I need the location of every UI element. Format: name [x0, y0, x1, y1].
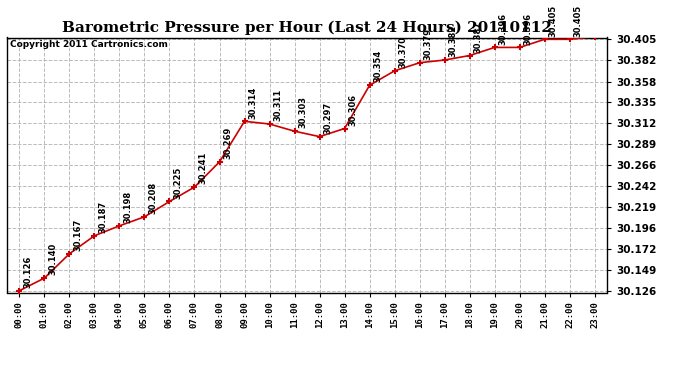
- Text: 30.303: 30.303: [299, 96, 308, 128]
- Text: 30.311: 30.311: [274, 89, 283, 121]
- Text: 30.140: 30.140: [48, 243, 57, 275]
- Text: 30.379: 30.379: [424, 28, 433, 60]
- Text: 30.241: 30.241: [199, 152, 208, 184]
- Text: 30.405: 30.405: [574, 4, 583, 36]
- Text: Copyright 2011 Cartronics.com: Copyright 2011 Cartronics.com: [10, 40, 168, 49]
- Text: 30.396: 30.396: [524, 12, 533, 45]
- Text: 30.297: 30.297: [324, 102, 333, 134]
- Text: 30.370: 30.370: [399, 36, 408, 68]
- Text: 30.382: 30.382: [448, 25, 457, 57]
- Text: 30.314: 30.314: [248, 86, 257, 118]
- Text: 30.198: 30.198: [124, 191, 132, 223]
- Text: 30.306: 30.306: [348, 94, 357, 126]
- Text: 30.187: 30.187: [99, 201, 108, 233]
- Text: 30.126: 30.126: [23, 255, 32, 288]
- Text: 30.396: 30.396: [499, 12, 508, 45]
- Text: 30.225: 30.225: [174, 166, 183, 199]
- Text: 30.208: 30.208: [148, 182, 157, 214]
- Text: 30.167: 30.167: [74, 219, 83, 251]
- Text: 30.408: 30.408: [0, 374, 1, 375]
- Text: 30.405: 30.405: [549, 4, 558, 36]
- Title: Barometric Pressure per Hour (Last 24 Hours) 20110112: Barometric Pressure per Hour (Last 24 Ho…: [62, 21, 552, 35]
- Text: 30.354: 30.354: [374, 50, 383, 82]
- Text: 30.269: 30.269: [224, 127, 233, 159]
- Text: 30.387: 30.387: [474, 21, 483, 53]
